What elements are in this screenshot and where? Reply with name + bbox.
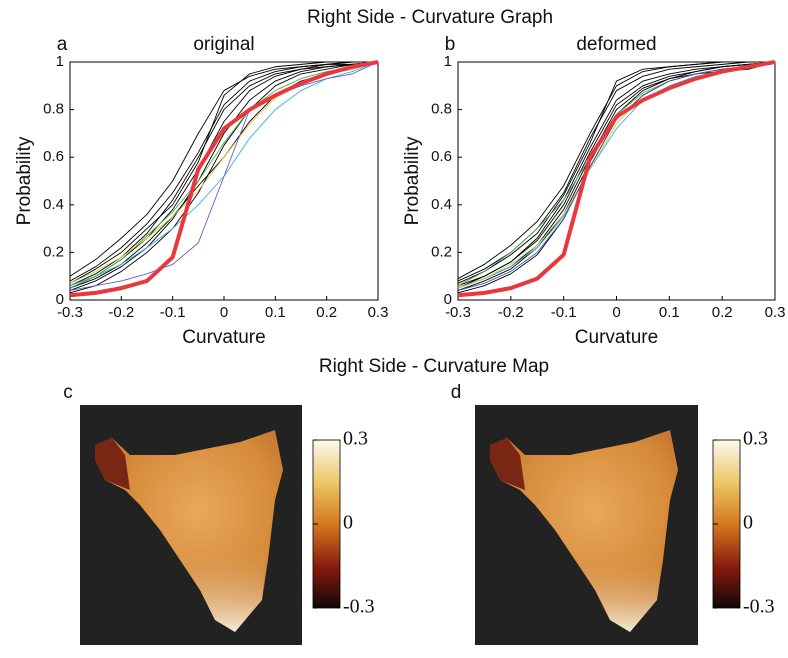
y-tick-label: 1: [56, 53, 64, 70]
plot-area: [457, 61, 776, 301]
panel-label: a: [57, 34, 68, 55]
curve: [457, 60, 776, 298]
y-tick-label: 0.4: [43, 196, 64, 213]
curve: [69, 60, 379, 298]
panel-label: b: [445, 34, 456, 55]
y-tick-label: 0.2: [43, 243, 64, 260]
colorbar-tick-label: 0.3: [343, 428, 368, 450]
colorbar-tick-label: 0: [743, 512, 753, 534]
x-tick-label: -0.3: [445, 304, 471, 321]
curve: [457, 61, 776, 289]
curve: [69, 61, 378, 284]
panel-label: c: [63, 382, 73, 403]
y-axis-label: Probability: [14, 136, 35, 225]
x-tick-label: 0.2: [712, 304, 733, 321]
surface-highlight: [175, 540, 268, 632]
x-tick-label: -0.1: [551, 304, 577, 321]
colorbar-tick-label: 0.3: [743, 428, 768, 450]
colorbar-tick-label: -0.3: [343, 596, 375, 618]
x-tick-label: 0.3: [765, 304, 786, 321]
curve: [69, 61, 379, 289]
colorbar-tick-label: 0: [343, 512, 353, 534]
plot-area: [69, 61, 379, 301]
y-tick-label: 0.8: [43, 101, 64, 118]
curve: [457, 61, 775, 284]
surface-ridge: [490, 438, 525, 490]
y-tick-label: 0.6: [431, 148, 452, 165]
y-tick-label: 0.4: [431, 196, 452, 213]
x-axis-label: Curvature: [575, 327, 658, 348]
y-tick-label: 0.8: [431, 101, 452, 118]
x-tick-label: -0.1: [160, 304, 186, 321]
x-tick-label: 0.2: [316, 304, 337, 321]
surface-highlight: [570, 550, 663, 632]
curve: [69, 61, 379, 294]
curve: [69, 61, 379, 291]
x-tick-label: -0.2: [498, 304, 524, 321]
x-tick-label: 0.1: [659, 304, 680, 321]
map-image: [475, 405, 698, 645]
map-title: Right Side - Curvature Map: [319, 356, 549, 377]
y-tick-label: 0.2: [431, 243, 452, 260]
y-tick-label: 0.6: [43, 148, 64, 165]
y-tick-label: 0: [56, 291, 64, 308]
x-tick-label: 0: [612, 304, 620, 321]
x-tick-label: 0.1: [265, 304, 286, 321]
map-image: [80, 405, 302, 645]
colorbar-tick-label: -0.3: [743, 596, 775, 618]
y-tick-label: 1: [444, 53, 452, 70]
curve: [69, 61, 379, 291]
x-tick-label: -0.3: [57, 304, 83, 321]
chart-title: original: [193, 34, 254, 55]
chart-title: deformed: [576, 34, 656, 55]
x-tick-label: 0.3: [368, 304, 389, 321]
x-tick-label: 0: [220, 304, 228, 321]
x-tick-label: -0.2: [108, 304, 134, 321]
panel-label: d: [451, 382, 462, 403]
y-axis-label: Probability: [402, 136, 423, 225]
graph-title: Right Side - Curvature Graph: [307, 7, 553, 28]
x-axis-label: Curvature: [182, 327, 265, 348]
y-tick-label: 0: [444, 291, 452, 308]
surface-ridge: [95, 438, 130, 490]
